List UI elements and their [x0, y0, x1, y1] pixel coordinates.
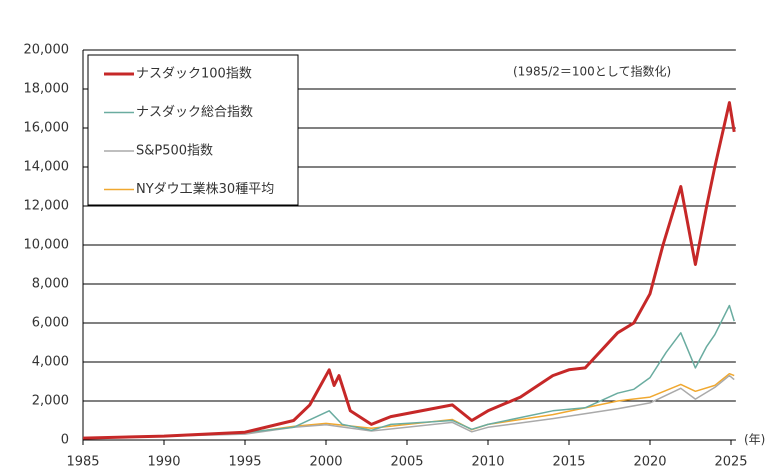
y-tick-label: 12,000: [24, 199, 70, 214]
y-tick-label: 0: [61, 433, 69, 448]
legend-label: ナスダック総合指数: [136, 105, 253, 120]
x-tick-label: 2015: [552, 455, 585, 470]
legend-label: ナスダック100指数: [136, 67, 252, 82]
series-line: [82, 304, 735, 439]
y-tick-label: 14,000: [24, 160, 70, 175]
series-line: [82, 101, 736, 440]
x-tick-label: 2010: [471, 455, 504, 470]
y-tick-label: 6,000: [32, 316, 69, 331]
x-axis-label: (年): [744, 433, 765, 447]
y-tick-label: 8,000: [32, 277, 69, 292]
y-tick-label: 4,000: [32, 355, 69, 370]
x-tick-label: 2000: [309, 455, 342, 470]
y-tick-label: 18,000: [24, 82, 70, 97]
legend-label: S&P500指数: [136, 144, 213, 159]
x-tick-label: 1985: [66, 455, 99, 470]
legend-label: NYダウ工業株30種平均: [136, 181, 274, 197]
x-tick-label: 1990: [147, 455, 180, 470]
x-tick-label: 1995: [228, 455, 261, 470]
x-tick-label: 2005: [390, 455, 423, 470]
x-tick-label: 2025: [714, 455, 747, 470]
annotation: (1985/2＝100として指数化): [513, 64, 671, 79]
series-line: [82, 374, 735, 439]
y-tick-label: 2,000: [32, 394, 69, 409]
y-tick-label: 16,000: [24, 121, 70, 136]
y-tick-label: 10,000: [24, 238, 70, 253]
y-tick-label: 20,000: [24, 43, 70, 58]
legend-box: [87, 54, 299, 206]
x-tick-label: 2020: [633, 455, 666, 470]
